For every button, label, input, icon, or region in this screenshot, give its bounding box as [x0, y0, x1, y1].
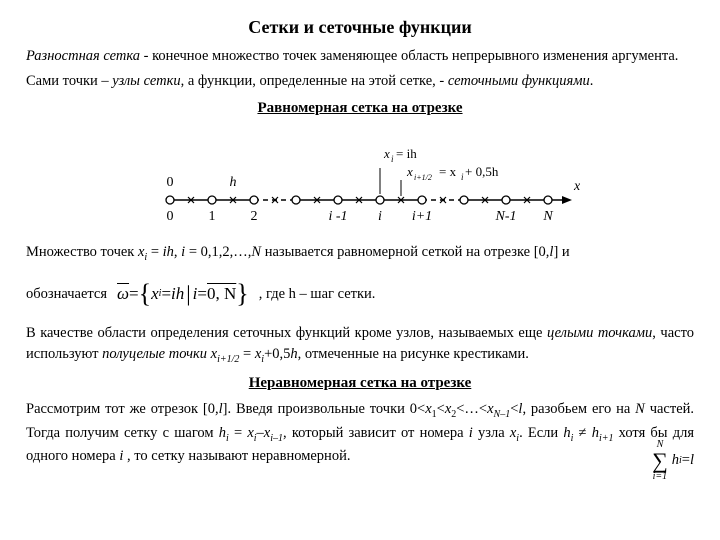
t: . Если: [519, 425, 563, 441]
t: +0,5: [264, 346, 290, 362]
sigma-icon: N ∑ i=1: [652, 440, 668, 482]
svg-text:x: x: [406, 164, 413, 179]
term-setochnymi: сеточными функциями: [448, 73, 590, 89]
t: .: [590, 73, 594, 89]
t: узла: [473, 425, 510, 441]
para-nodes: Сами точки – узлы сетки, а функции, опре…: [26, 71, 694, 92]
formula-omega: ω = {xi = ih | i = 0, N}: [117, 275, 249, 313]
t: Рассмотрим тот же отрезок [0,: [26, 401, 219, 417]
t: =: [239, 346, 254, 362]
t: называется равномерной сеткой на отрезке…: [261, 244, 549, 260]
uniform-grid-diagram: 0hxi = ihxi+1/2 = xi + 0,5hx012i -1ii+1N…: [26, 128, 694, 238]
term-polucelye: полуцелые точки: [102, 346, 207, 362]
t: <…<: [456, 401, 487, 417]
heading-uniform: Равномерная сетка на отрезке: [26, 98, 694, 120]
bar: |: [186, 278, 190, 310]
t: Множество точек: [26, 244, 138, 260]
v: N: [251, 244, 261, 260]
t: , отмеченные на рисунке крестиками.: [298, 346, 529, 362]
v: h: [672, 450, 679, 471]
t: - конечное множество точек заменяющее об…: [140, 48, 678, 64]
t: =: [161, 282, 171, 307]
t: =: [682, 450, 690, 471]
t: =: [147, 244, 162, 260]
v: ih: [171, 282, 184, 307]
t: =: [229, 425, 248, 441]
v: N: [635, 401, 645, 417]
v: h: [290, 346, 297, 362]
t: –: [257, 425, 264, 441]
svg-text:i: i: [378, 209, 382, 224]
svg-text:N-1: N-1: [495, 209, 517, 224]
v: h: [563, 425, 570, 441]
svg-text:x: x: [383, 146, 390, 161]
sigma: ∑: [652, 450, 668, 472]
sum-lower: i=1: [653, 472, 668, 482]
term-uzly: узлы сетки: [112, 73, 180, 89]
term-raznostnaya: Разностная сетка: [26, 48, 140, 64]
v: x: [151, 282, 159, 307]
t: , то сетку называют неравномерной.: [123, 448, 350, 464]
para-def: Разностная сетка - конечное множество то…: [26, 46, 694, 67]
v: l: [690, 450, 694, 471]
rbrace: }: [236, 275, 248, 313]
heading-nonuniform: Неравномерная сетка на отрезке: [26, 373, 694, 395]
svg-text:2: 2: [251, 209, 258, 224]
page-title: Сетки и сеточные функции: [26, 14, 694, 40]
t: Сами точки –: [26, 73, 112, 89]
svg-text:= ih: = ih: [396, 146, 417, 161]
t: , разобьем его на: [522, 401, 635, 417]
term-celymi: целыми точками: [547, 325, 652, 341]
omega: ω: [117, 282, 129, 307]
svg-text:+ 0,5h: + 0,5h: [465, 164, 499, 179]
t: ]. Введя произвольные точки 0<: [223, 401, 426, 417]
sum-formula: N ∑ i=1 hi = l: [652, 440, 694, 482]
t: , а функции, определенные на этой сетке,…: [181, 73, 448, 89]
lbrace: {: [139, 275, 151, 313]
t: , где h – шаг сетки.: [259, 284, 376, 305]
svg-text:i+1: i+1: [412, 209, 432, 224]
para-uniform-set: Множество точек xi = ih, i = 0,1,2,…,N н…: [26, 242, 694, 265]
s: N–1: [494, 409, 511, 420]
svg-text:x: x: [573, 179, 580, 194]
svg-text:= x: = x: [439, 164, 457, 179]
t: =: [197, 282, 207, 307]
t: ≠: [573, 425, 591, 441]
range: 0, N: [207, 282, 236, 307]
svg-text:N: N: [542, 209, 553, 224]
t: = 0,1,2,…,: [185, 244, 251, 260]
para-notation: обозначается ω = {xi = ih | i = 0, N} , …: [26, 275, 694, 313]
t: <: [437, 401, 445, 417]
svg-text:0: 0: [167, 209, 174, 224]
svg-text:i: i: [461, 172, 464, 182]
para-nonuniform: Рассмотрим тот же отрезок [0,l]. Введя п…: [26, 399, 694, 467]
svg-text:0: 0: [167, 175, 174, 190]
t: =: [129, 282, 139, 307]
v: h: [592, 425, 599, 441]
v: h: [219, 425, 226, 441]
t: ] и: [553, 244, 569, 260]
svg-text:i: i: [391, 154, 394, 164]
svg-text:i+1/2: i+1/2: [414, 173, 432, 182]
s: i+1: [599, 432, 614, 443]
para-halfpoints: В качестве области определения сеточных …: [26, 323, 694, 367]
svg-text:h: h: [230, 175, 237, 190]
s: i–1: [270, 432, 283, 443]
t: , который зависит от номера: [283, 425, 469, 441]
t: обозначается: [26, 284, 107, 305]
t: В качестве области определения сеточных …: [26, 325, 547, 341]
svg-text:i -1: i -1: [328, 209, 347, 224]
grid-svg: 0hxi = ihxi+1/2 = xi + 0,5hx012i -1ii+1N…: [140, 128, 580, 238]
s: i+1/2: [217, 354, 239, 365]
v: ih: [163, 244, 174, 260]
svg-text:1: 1: [209, 209, 216, 224]
